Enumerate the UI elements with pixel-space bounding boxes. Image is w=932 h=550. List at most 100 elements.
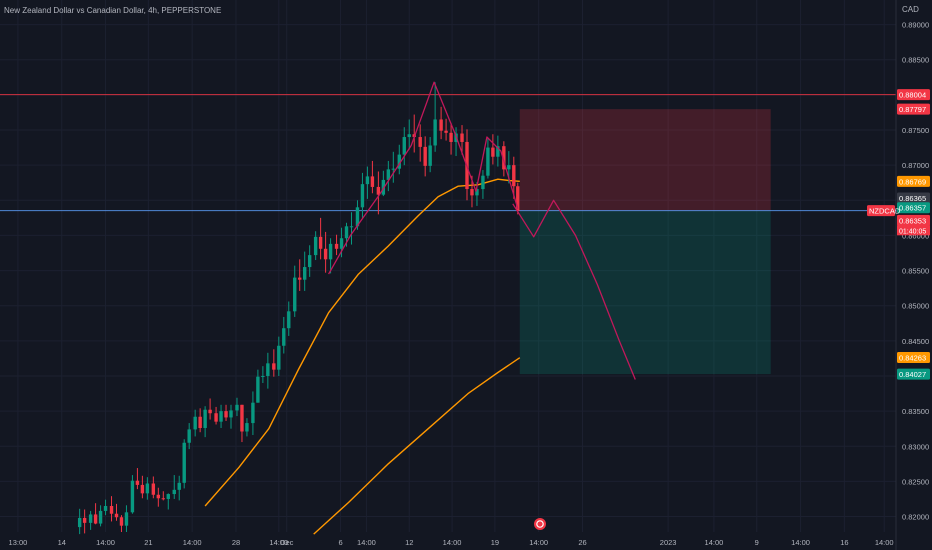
candle-body[interactable] [193, 416, 197, 430]
candle-body[interactable] [470, 189, 474, 196]
price-label-box[interactable] [897, 89, 930, 101]
candle-body[interactable] [287, 311, 291, 329]
candle-body[interactable] [245, 423, 249, 432]
price-label-box[interactable] [897, 352, 930, 364]
candle-body[interactable] [370, 176, 375, 187]
candle-body[interactable] [229, 410, 233, 418]
candle-body[interactable] [512, 165, 516, 187]
candle-body[interactable] [98, 510, 103, 524]
candle-body[interactable] [423, 146, 427, 166]
price-label-box[interactable] [897, 103, 930, 115]
candle-body[interactable] [151, 483, 156, 495]
drawings-layer[interactable] [328, 81, 636, 380]
candle-body[interactable] [124, 512, 129, 526]
candle-body[interactable] [516, 186, 520, 211]
candle-body[interactable] [266, 363, 270, 376]
price-label-box[interactable] [897, 368, 930, 380]
candle-body[interactable] [402, 137, 406, 155]
candle-body[interactable] [256, 376, 260, 403]
candle-body[interactable] [272, 363, 276, 370]
candle-body[interactable] [182, 442, 186, 483]
take-profit-zone[interactable] [519, 210, 771, 375]
candle-body[interactable] [88, 514, 93, 523]
symbol-tag-box[interactable] [867, 205, 895, 217]
candle-body[interactable] [224, 411, 228, 418]
price-axis[interactable]: CAD 0.890000.885000.880000.875000.870000… [867, 0, 930, 550]
candle-body[interactable] [391, 168, 396, 170]
candle-body[interactable] [502, 146, 506, 170]
candle-body[interactable] [140, 484, 145, 494]
candle-body[interactable] [349, 226, 354, 228]
candle-body[interactable] [486, 147, 490, 176]
candle-body[interactable] [365, 176, 370, 185]
candle-body[interactable] [360, 184, 365, 208]
candle-body[interactable] [386, 169, 391, 180]
candle-body[interactable] [114, 513, 119, 518]
candle-body[interactable] [339, 238, 344, 249]
candle-body[interactable] [449, 132, 453, 142]
candle-body[interactable] [156, 494, 161, 499]
candle-body[interactable] [433, 119, 437, 146]
candle-body[interactable] [381, 179, 386, 195]
candle-body[interactable] [145, 483, 150, 494]
candle-body[interactable] [491, 147, 495, 157]
candle-body[interactable] [418, 137, 422, 147]
candle-body[interactable] [198, 416, 202, 428]
candle-body[interactable] [219, 411, 223, 422]
candle-body[interactable] [282, 328, 286, 346]
candle-body[interactable] [261, 375, 265, 377]
candle-body[interactable] [203, 409, 207, 428]
candle-body[interactable] [293, 277, 297, 312]
price-label-box[interactable] [897, 175, 930, 187]
candle-body[interactable] [302, 267, 307, 280]
candle-body[interactable] [334, 243, 339, 249]
candle-body[interactable] [130, 480, 135, 513]
candle-body[interactable] [439, 119, 443, 131]
candle-body[interactable] [344, 226, 349, 239]
candle-body[interactable] [277, 345, 281, 370]
dividend-event-icon[interactable] [534, 518, 546, 530]
candle-body[interactable] [318, 236, 323, 249]
candle-body[interactable] [235, 404, 239, 411]
candle-body[interactable] [214, 413, 218, 422]
candle-body[interactable] [135, 480, 140, 485]
candle-body[interactable] [475, 189, 479, 196]
candle-body[interactable] [298, 277, 302, 280]
candle-body[interactable] [77, 517, 82, 528]
candle-body[interactable] [251, 402, 255, 424]
candle-body[interactable] [119, 517, 124, 526]
candle-body[interactable] [109, 505, 114, 514]
candle-body[interactable] [407, 134, 411, 138]
candle-body[interactable] [355, 207, 360, 227]
horizontal-lines[interactable] [0, 94, 896, 212]
candle-body[interactable] [93, 514, 98, 524]
candle-body[interactable] [376, 186, 381, 195]
candle-body[interactable] [328, 243, 333, 260]
candle-body[interactable] [507, 165, 511, 170]
candle-body[interactable] [103, 505, 108, 511]
candle-body[interactable] [323, 248, 328, 260]
candle-body[interactable] [496, 146, 500, 157]
price-label-box[interactable] [897, 214, 930, 226]
candle-body[interactable] [166, 494, 170, 499]
candle-body[interactable] [161, 498, 165, 500]
candle-body[interactable] [82, 517, 87, 523]
candle-body[interactable] [460, 133, 464, 142]
position-tool[interactable] [519, 109, 771, 375]
price-label-box[interactable] [897, 192, 930, 204]
candle-body[interactable] [313, 236, 318, 256]
candle-body[interactable] [208, 409, 212, 414]
candle-body[interactable] [177, 482, 181, 490]
candle-body[interactable] [428, 145, 432, 166]
candle-body[interactable] [481, 175, 485, 190]
stop-loss-zone[interactable] [519, 109, 771, 211]
candle-body[interactable] [172, 489, 176, 495]
candle-body[interactable] [187, 429, 191, 443]
candle-body[interactable] [240, 404, 244, 432]
price-label-box[interactable] [897, 202, 930, 214]
candle-body[interactable] [307, 255, 312, 268]
candle-body[interactable] [397, 154, 401, 169]
candle-body[interactable] [444, 130, 448, 133]
